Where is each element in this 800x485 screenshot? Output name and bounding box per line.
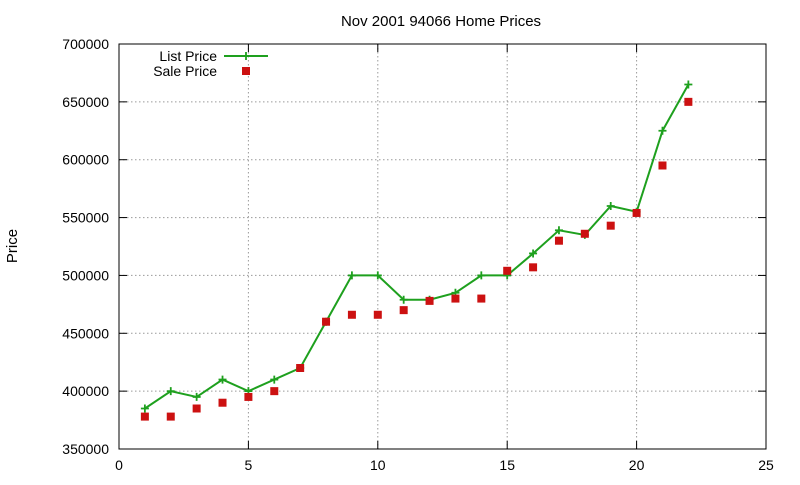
list-price-point xyxy=(554,226,563,235)
y-tick-label: 500000 xyxy=(62,267,109,283)
list-price-point xyxy=(270,375,279,384)
chart-title: Nov 2001 94066 Home Prices xyxy=(341,13,541,30)
list-price-point xyxy=(166,387,175,396)
y-tick-label: 450000 xyxy=(62,325,109,341)
sale-price-point xyxy=(529,263,538,272)
y-tick-label: 550000 xyxy=(62,210,109,226)
y-tick-label: 350000 xyxy=(62,441,109,457)
legend-label-sale-price: Sale Price xyxy=(153,63,217,79)
sale-price-point xyxy=(218,398,227,407)
list-price-point xyxy=(658,126,667,135)
y-tick-label: 650000 xyxy=(62,94,109,110)
sale-price-point xyxy=(658,161,667,170)
list-price-point xyxy=(399,295,408,304)
y-tick-label: 700000 xyxy=(62,36,109,52)
sale-price-point xyxy=(347,310,356,319)
sale-price-point xyxy=(503,266,512,275)
sale-price-point xyxy=(373,310,382,319)
list-price-point xyxy=(606,202,615,210)
sale-price-point xyxy=(399,306,408,315)
sale-price-point xyxy=(477,294,486,303)
sale-price-point xyxy=(322,317,331,326)
list-price-point xyxy=(373,271,382,280)
sale-price-point xyxy=(244,392,253,401)
y-tick-label: 600000 xyxy=(62,152,109,168)
legend-marker-list-price xyxy=(242,52,250,60)
legend-marker-sale-price xyxy=(242,67,250,75)
list-price-point xyxy=(477,271,486,280)
list-price-point xyxy=(684,80,693,89)
list-price-point xyxy=(192,392,201,401)
y-tick-label: 400000 xyxy=(62,383,109,399)
legend: List Price Sale Price xyxy=(153,48,268,79)
sale-price-point xyxy=(606,221,615,230)
sale-price-point xyxy=(684,97,693,106)
sale-price-point xyxy=(166,412,175,421)
x-tick-label: 10 xyxy=(370,457,386,473)
sale-price-point xyxy=(580,229,589,238)
sale-price-point xyxy=(296,364,305,372)
grid-lines xyxy=(119,44,766,449)
x-tick-label: 5 xyxy=(245,457,253,473)
sale-price-point xyxy=(270,387,279,396)
sale-price-point xyxy=(632,208,641,217)
plot-frame xyxy=(118,43,767,450)
sale-price-point xyxy=(554,236,563,245)
y-axis-label: Price xyxy=(4,229,21,263)
sale-price-point xyxy=(140,412,149,421)
axes: 0 5 10 15 20 25 350000 400000 450000 500000 550000… xyxy=(62,36,774,473)
x-tick-label: 15 xyxy=(499,457,515,473)
sale-price-point xyxy=(425,296,434,305)
legend-label-list-price: List Price xyxy=(159,48,217,64)
x-tick-label: 25 xyxy=(758,457,774,473)
sale-price-point xyxy=(451,294,460,303)
list-price-point xyxy=(218,375,227,384)
list-price-point xyxy=(529,249,538,258)
x-tick-label: 0 xyxy=(115,457,123,473)
series xyxy=(140,80,693,421)
list-price-point xyxy=(140,404,149,413)
x-tick-label: 20 xyxy=(629,457,645,473)
list-price-line xyxy=(144,84,690,410)
list-price-point xyxy=(347,271,356,280)
sale-price-point xyxy=(192,404,201,413)
